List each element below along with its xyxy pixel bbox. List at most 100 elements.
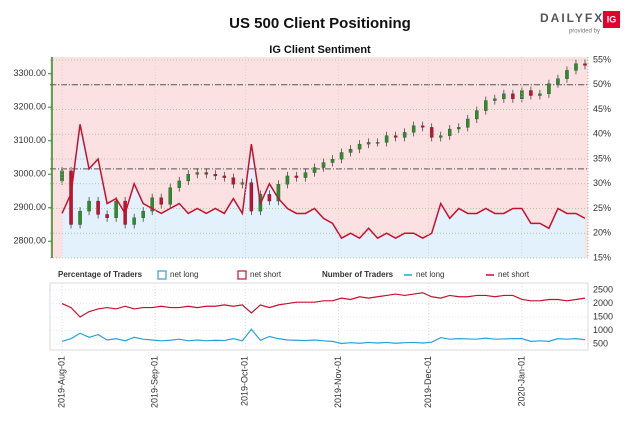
candle-body [330, 159, 335, 163]
y2-tick-label: 40% [593, 129, 611, 139]
candle-body [411, 125, 416, 133]
y-tick-label: 3300.00 [13, 68, 46, 78]
candle-body [475, 110, 479, 120]
sentiment-line [61, 124, 586, 240]
logo-badge-box [603, 11, 620, 28]
legend-swatch [157, 270, 167, 280]
candle-body [583, 63, 587, 66]
legend-label: net short [250, 270, 282, 279]
candle-body [204, 172, 209, 175]
candle-body [114, 200, 118, 218]
candle-body [96, 200, 100, 215]
legend-title: Percentage of Traders [58, 270, 143, 279]
chart-subtitle: IG Client Sentiment [269, 44, 371, 56]
candle-body [574, 63, 578, 71]
candle-body [547, 83, 551, 95]
candle-body [375, 142, 380, 144]
y-tick-label: 3200.00 [13, 102, 46, 112]
candle-body [321, 162, 326, 168]
candle-body [357, 143, 362, 150]
candle-body [231, 177, 236, 185]
candle-body [303, 172, 308, 178]
y-tick-label: 1000 [593, 325, 613, 335]
candle-body [511, 93, 515, 100]
legend-label: net long [416, 270, 444, 279]
candle-body [276, 184, 281, 202]
candle-body [105, 214, 109, 218]
x-tick-label: 2019-Dec-01 [423, 356, 433, 408]
chart-title: US 500 Client Positioning [229, 15, 411, 32]
candle-body [366, 142, 371, 145]
y-tick-label: 2800.00 [13, 236, 46, 246]
candle-body [402, 132, 407, 138]
candle-body [240, 182, 245, 185]
y-tick-label: 500 [593, 338, 608, 348]
candle-body [484, 100, 488, 111]
candle-body [159, 197, 163, 205]
x-tick-label: 2019-Nov-01 [333, 356, 343, 408]
legend-label: net short [498, 270, 530, 279]
candle-body [87, 200, 91, 212]
candle-body [538, 93, 542, 96]
series-line [61, 292, 586, 318]
candle-body [529, 90, 533, 96]
y-tick-label: 2900.00 [13, 202, 46, 212]
candle-body [384, 135, 389, 143]
candle-body [213, 174, 218, 177]
y-tick-label: 1500 [593, 311, 613, 321]
candle-body [60, 170, 64, 182]
candle-body [150, 197, 154, 212]
y2-tick-label: 55% [593, 54, 611, 64]
series-line [61, 328, 586, 345]
x-tick-label: 2020-Jan-01 [516, 356, 526, 407]
candle-body [312, 167, 317, 173]
legend-swatch [237, 270, 247, 280]
logo-text: DAILYFX [540, 11, 604, 25]
candle-body [493, 98, 497, 101]
y2-tick-label: 25% [593, 203, 611, 213]
x-tick-label: 2019-Aug-01 [56, 356, 66, 408]
y2-tick-label: 15% [593, 252, 611, 262]
candle-body [438, 135, 443, 138]
candle-body [195, 172, 200, 175]
candle-body [348, 148, 353, 153]
candle-body [565, 70, 569, 79]
legend-label: net long [170, 270, 198, 279]
candle-body [285, 175, 290, 185]
net-long-area [62, 124, 585, 258]
candle-body [186, 174, 191, 182]
candle-body [168, 187, 172, 205]
candle-body [447, 128, 452, 136]
candle-body [249, 182, 254, 212]
x-tick-label: 2019-Oct-01 [240, 356, 250, 406]
y-tick-label: 2500 [593, 284, 613, 294]
candle-body [420, 125, 425, 128]
candle-body [339, 152, 344, 160]
candle-body [466, 118, 470, 128]
y2-tick-label: 50% [593, 79, 611, 89]
y2-tick-label: 30% [593, 178, 611, 188]
y-tick-label: 3000.00 [13, 169, 46, 179]
candle-body [502, 93, 506, 100]
panel-frame [49, 282, 589, 351]
legend-title: Number of Traders [322, 270, 394, 279]
candle-body [78, 210, 82, 225]
x-tick-label: 2019-Sep-01 [150, 356, 160, 408]
candle-body [556, 78, 560, 84]
logo-tagline: provided by [569, 29, 600, 35]
candle-body [267, 194, 272, 202]
y2-tick-label: 35% [593, 153, 611, 163]
logo-badge: IG [607, 14, 617, 24]
candle-body [222, 175, 227, 178]
candle-body [294, 175, 299, 178]
candle-body [177, 180, 181, 188]
candle-body [393, 135, 398, 138]
y-tick-label: 2000 [593, 298, 613, 308]
candle-body [520, 90, 524, 100]
y2-tick-label: 45% [593, 104, 611, 114]
candle-body [457, 127, 461, 130]
candle-body [132, 217, 136, 225]
candle-body [429, 127, 434, 138]
candle-body [141, 210, 145, 218]
